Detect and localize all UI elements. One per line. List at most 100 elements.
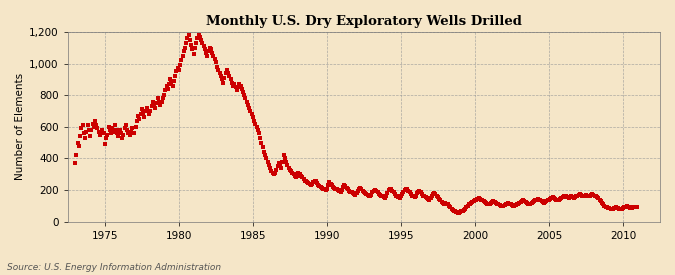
Point — [157, 96, 168, 101]
Point — [468, 199, 479, 204]
Point — [561, 194, 572, 199]
Point — [522, 201, 533, 206]
Point — [238, 90, 248, 94]
Point — [138, 110, 148, 115]
Point — [184, 38, 195, 42]
Point — [609, 206, 620, 210]
Point — [248, 118, 259, 123]
Point — [549, 196, 560, 200]
Point — [529, 199, 539, 204]
Point — [556, 196, 566, 200]
Point — [299, 178, 310, 183]
Point — [357, 189, 368, 193]
Point — [528, 200, 539, 204]
Point — [441, 201, 452, 206]
Point — [180, 46, 190, 50]
Point — [145, 109, 156, 113]
Point — [402, 187, 412, 191]
Point — [236, 87, 247, 91]
Point — [252, 128, 263, 132]
Point — [279, 156, 290, 161]
Point — [352, 189, 363, 193]
Point — [521, 200, 532, 205]
Point — [485, 201, 495, 206]
Point — [519, 199, 530, 204]
Point — [205, 46, 215, 50]
Point — [534, 197, 545, 202]
Point — [409, 195, 420, 199]
Point — [377, 194, 388, 199]
Point — [525, 201, 536, 206]
Point — [463, 202, 474, 207]
Point — [488, 199, 499, 204]
Point — [178, 49, 189, 53]
Point — [286, 169, 296, 173]
Title: Monthly U.S. Dry Exploratory Wells Drilled: Monthly U.S. Dry Exploratory Wells Drill… — [206, 15, 522, 28]
Point — [230, 85, 241, 89]
Point — [90, 118, 101, 123]
Point — [217, 77, 227, 82]
Point — [119, 126, 130, 131]
Point — [431, 193, 442, 198]
Point — [473, 196, 484, 200]
Point — [408, 194, 418, 199]
Point — [313, 182, 324, 187]
Point — [327, 183, 338, 188]
Point — [255, 136, 266, 140]
Point — [84, 128, 95, 132]
Point — [628, 205, 639, 209]
Point — [148, 99, 159, 104]
Point — [155, 103, 166, 107]
Point — [566, 194, 576, 199]
Point — [304, 182, 315, 186]
Point — [209, 57, 220, 61]
Point — [198, 44, 209, 48]
Point — [146, 104, 157, 108]
Point — [533, 197, 543, 201]
Point — [92, 126, 103, 131]
Point — [282, 163, 293, 167]
Point — [224, 74, 235, 78]
Point — [203, 49, 214, 53]
Point — [543, 198, 554, 203]
Point — [341, 186, 352, 190]
Point — [619, 205, 630, 210]
Point — [621, 204, 632, 208]
Point — [194, 34, 205, 39]
Point — [232, 88, 242, 93]
Point — [434, 197, 445, 201]
Point — [421, 195, 431, 199]
Point — [454, 211, 464, 215]
Point — [613, 206, 624, 210]
Point — [263, 160, 273, 164]
Point — [241, 99, 252, 104]
Point — [288, 172, 299, 177]
Point — [375, 192, 385, 197]
Point — [215, 74, 226, 78]
Point — [105, 128, 115, 132]
Point — [318, 186, 329, 191]
Point — [227, 84, 238, 88]
Point — [400, 186, 411, 191]
Point — [128, 131, 138, 135]
Point — [329, 186, 340, 190]
Point — [108, 129, 119, 134]
Point — [367, 190, 378, 195]
Point — [388, 190, 399, 195]
Point — [275, 163, 286, 167]
Point — [491, 200, 502, 205]
Point — [506, 202, 516, 207]
Point — [88, 125, 99, 129]
Point — [284, 166, 294, 170]
Point — [424, 197, 435, 202]
Point — [589, 193, 600, 198]
Point — [161, 84, 172, 88]
Point — [75, 134, 86, 139]
Point — [156, 99, 167, 104]
Point — [348, 192, 359, 196]
Point — [472, 197, 483, 201]
Point — [483, 202, 494, 207]
Point — [485, 200, 496, 205]
Point — [115, 131, 126, 135]
Point — [281, 160, 292, 164]
